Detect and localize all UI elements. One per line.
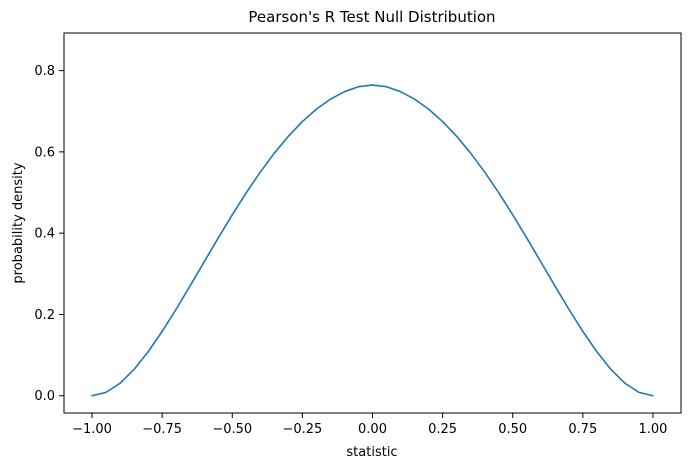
y-tick-label: 0.8 xyxy=(34,64,55,79)
x-tick-label: 0.75 xyxy=(568,422,597,437)
y-axis-title: probability density xyxy=(11,162,26,283)
x-tick-label: −0.50 xyxy=(212,422,252,437)
y-tick-label: 0.0 xyxy=(34,389,55,404)
series-line xyxy=(91,84,654,397)
x-tick-label: −1.00 xyxy=(72,422,112,437)
chart-title: Pearson's R Test Null Distribution xyxy=(248,8,495,26)
x-tick-label: −0.25 xyxy=(282,422,322,437)
x-tick-label: 1.00 xyxy=(638,422,667,437)
x-axis-title: statistic xyxy=(346,445,397,460)
x-tick-label: 0.00 xyxy=(358,422,387,437)
x-axis: −1.00 −0.75 −0.50 −0.25 0.00 0.25 0.50 0.75 1.00 xyxy=(72,413,667,437)
x-tick-label: −0.75 xyxy=(142,422,182,437)
x-tick-label: 0.50 xyxy=(498,422,527,437)
y-tick-label: 0.2 xyxy=(34,308,55,323)
y-tick-label: 0.4 xyxy=(34,227,55,242)
x-tick-label: 0.25 xyxy=(428,422,457,437)
y-axis: 0.0 0.2 0.4 0.6 0.8 xyxy=(34,64,64,404)
plot-frame xyxy=(63,32,682,414)
y-tick-label: 0.6 xyxy=(34,145,55,160)
